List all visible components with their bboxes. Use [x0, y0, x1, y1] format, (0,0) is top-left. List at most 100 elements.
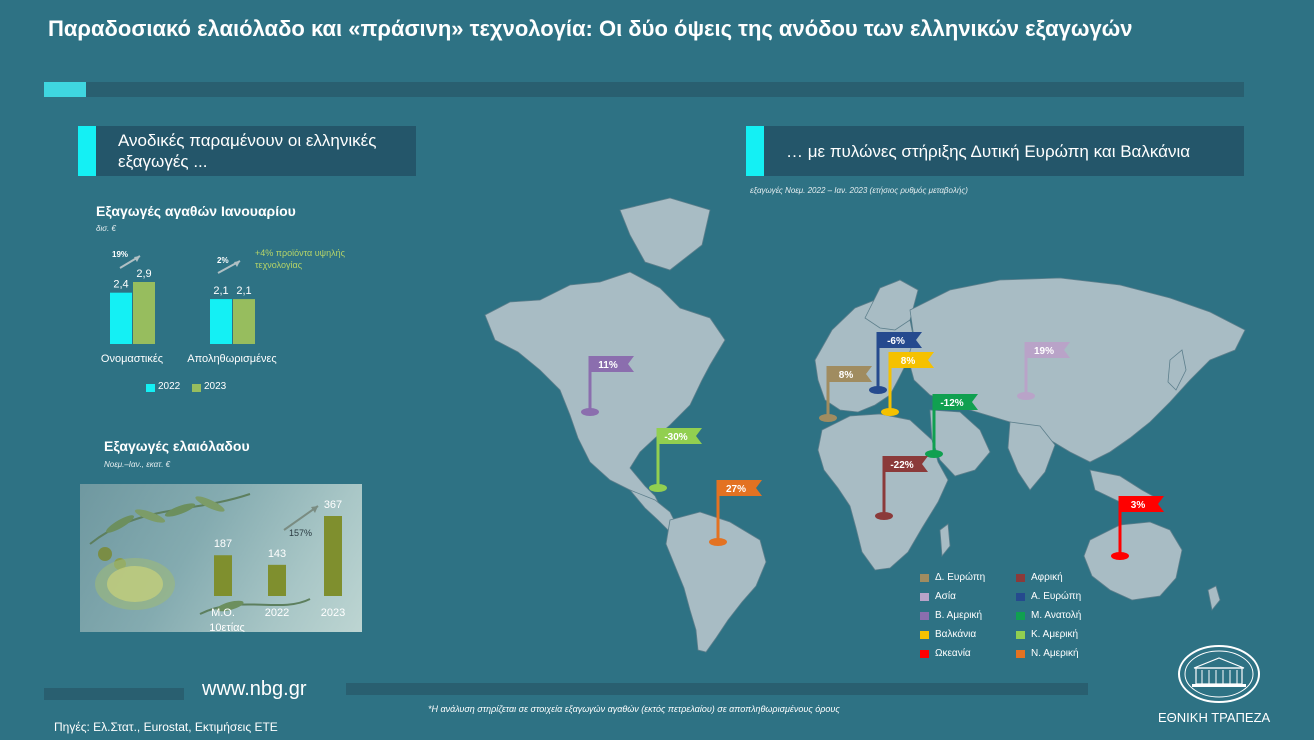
map-legend-label: Α. Ευρώπη [1031, 591, 1082, 602]
map-legend-swatch [920, 574, 929, 582]
exports-bar-2023-1 [233, 299, 255, 344]
exports-value-label: 2,4 [113, 279, 128, 291]
map-legend-item: Αφρική [1016, 572, 1063, 583]
map-legend-swatch [1016, 612, 1025, 620]
map-legend-label: Β. Αμερική [935, 610, 983, 621]
map-legend-swatch [1016, 574, 1025, 582]
olive-chart-unit: Νοεμ.–Ιαν., εκατ. € [104, 460, 171, 469]
map-legend-item: Ν. Αμερική [1016, 648, 1079, 659]
flag-base [925, 450, 943, 458]
legend-2023-swatch [192, 384, 201, 392]
map-legend-swatch [920, 612, 929, 620]
flag-banner [658, 428, 702, 444]
flag-value-label: -12% [940, 398, 963, 409]
flag-value-label: -6% [887, 336, 905, 347]
map-legend-item: Βαλκάνια [920, 629, 976, 640]
olive-bar-1 [268, 564, 286, 596]
flag-banner [1026, 342, 1070, 358]
map-legend-swatch [920, 593, 929, 601]
exports-bar-2022-1 [210, 299, 232, 344]
map-legend-label: Ν. Αμερική [1031, 648, 1079, 659]
map-legend-swatch [1016, 650, 1025, 658]
exports-bar-chart: 2,42,92,1 2,1 Ονομαστικές Αποληθωρισμένες … [101, 250, 277, 365]
olive-bar-0 [214, 555, 232, 596]
page-title: Παραδοσιακό ελαιόλαδο και «πράσινη» τεχν… [48, 16, 1133, 41]
olive-growth-arrow [283, 505, 319, 531]
olive-bar-chart: 187 143 367 Μ.Ο. 10ετίας 2022 2023 157% [209, 499, 345, 632]
map-legend-item: Κ. Αμερική [1016, 629, 1079, 640]
flag-value-label: -30% [664, 432, 687, 443]
exports-category-label: Αποληθωρισμένες [187, 353, 276, 365]
flag-value-label: 27% [726, 484, 746, 495]
flag-value-label: 11% [598, 360, 618, 371]
map-legend-item: Ωκεανία [920, 648, 971, 659]
flag-banner [934, 394, 978, 410]
exports-nominal-growth-label: 19% [112, 250, 128, 259]
flag-banner [590, 356, 634, 372]
map-legend-item: Β. Αμερική [920, 610, 983, 621]
flag-base [649, 484, 667, 492]
exports-chart-unit: δισ. € [96, 224, 116, 233]
right-panel-header: … με πυλώνες στήριξης Δυτική Ευρώπη και … [746, 126, 1244, 176]
world-map: 8% -6% 8% 19% 11% -30% 27% -12% -22% 3% [484, 197, 1246, 653]
map-legend-swatch [920, 631, 929, 639]
exports-value-label: 2,1 [236, 285, 251, 297]
olive-value-label: 143 [268, 548, 286, 560]
exports-real-growth-label: 2% [217, 256, 229, 265]
exports-value-label: 2,1 [213, 285, 228, 297]
flag-value-label: 19% [1034, 346, 1054, 357]
flag-base [869, 386, 887, 394]
olive-branch-illustration [89, 493, 311, 615]
website-link[interactable]: www.nbg.gr [202, 678, 307, 700]
flag-base [819, 414, 837, 422]
exports-nominal-arrowhead [134, 256, 140, 262]
exports-category-label: Ονομαστικές [101, 353, 163, 365]
olive-category-label: Μ.Ο. [211, 607, 235, 619]
exports-value-label: 2,9 [136, 268, 151, 280]
map-legend-item: Ασία [920, 591, 956, 602]
right-header-text: … με πυλώνες στήριξης Δυτική Ευρώπη και … [786, 142, 1191, 161]
olive-value-label: 187 [214, 538, 232, 550]
flag-value-label: -22% [890, 460, 913, 471]
map-legend-swatch [920, 650, 929, 658]
sources-note: Πηγές: Ελ.Στατ., Eurostat, Εκτιμήσεις ΕΤ… [54, 720, 278, 734]
flag-banner [884, 456, 928, 472]
legend-2022-swatch [146, 384, 155, 392]
olive-growth-label: 157% [289, 528, 312, 538]
map-legend-label: Ωκεανία [935, 648, 971, 659]
exports-bar-2023-0 [133, 282, 155, 344]
map-legend-swatch [1016, 593, 1025, 601]
flag-value-label: 8% [901, 356, 916, 367]
map-legend-swatch [1016, 631, 1025, 639]
flag-banner [1120, 496, 1164, 512]
flag-base [709, 538, 727, 546]
olive-category-label: 2023 [321, 607, 345, 619]
exports-real-arrowhead [234, 261, 240, 267]
flag-base [875, 512, 893, 520]
olive-category-label: 2022 [265, 607, 289, 619]
map-legend-item: Α. Ευρώπη [1016, 591, 1082, 602]
flag-base [1017, 392, 1035, 400]
analysis-footnote: *Η ανάλυση στηρίζεται σε στοιχεία εξαγωγ… [428, 704, 840, 714]
map-legend-item: Μ. Ανατολή [1016, 610, 1082, 621]
flag-banner [878, 332, 922, 348]
map-legend-label: Ασία [935, 591, 956, 602]
left-header-accent [78, 126, 96, 176]
map-legend-item: Δ. Ευρώπη [920, 572, 986, 583]
olive-category-label-line2: 10ετίας [209, 622, 245, 632]
flag-banner [890, 352, 934, 368]
legend-2023-label: 2023 [204, 381, 227, 392]
map-legend-label: Δ. Ευρώπη [935, 572, 986, 583]
title-accent-bar [44, 82, 86, 97]
exports-bar-2022-0 [110, 292, 132, 344]
flag-banner [718, 480, 762, 496]
flag-value-label: 8% [839, 370, 854, 381]
map-legend-label: Κ. Αμερική [1031, 629, 1079, 640]
legend-2022-label: 2022 [158, 381, 181, 392]
title-underline [44, 82, 1244, 97]
right-header-accent [746, 126, 764, 176]
olive-arrowhead [311, 506, 318, 513]
map-legend-label: Μ. Ανατολή [1031, 610, 1082, 621]
map-legend-label: Αφρική [1031, 572, 1063, 583]
nbg-building-logo-icon [1178, 645, 1260, 703]
